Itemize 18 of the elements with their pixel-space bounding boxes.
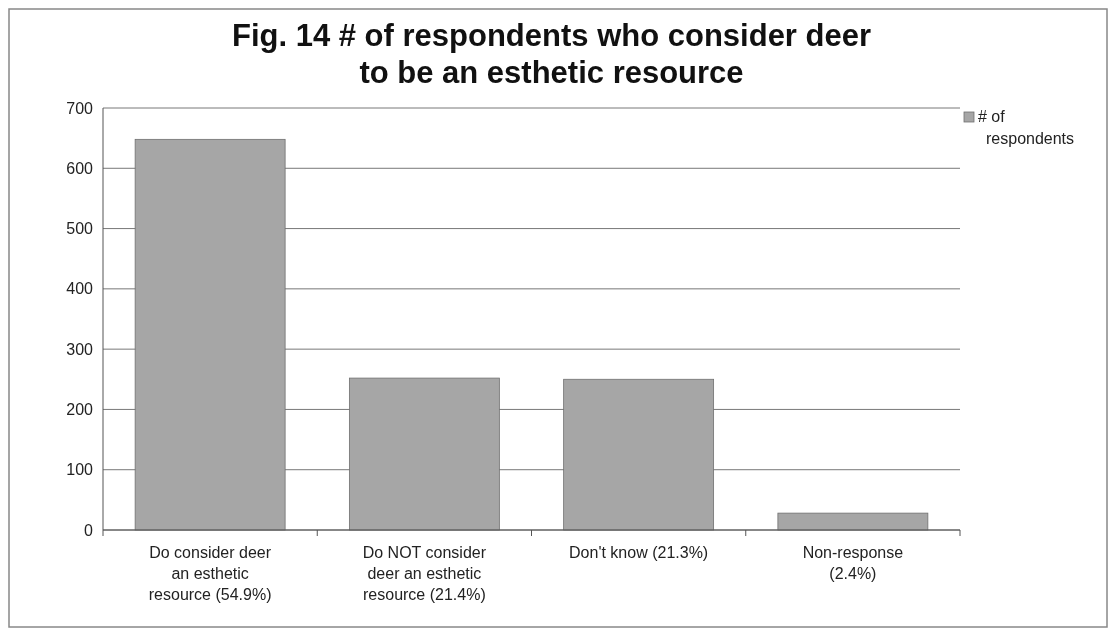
y-tick-label: 200 <box>66 401 94 419</box>
y-tick-label: 400 <box>66 280 94 298</box>
bar <box>134 138 286 531</box>
x-tick-label: Non-response (2.4%) <box>802 544 904 582</box>
x-tick-label: Don't know (21.3%) <box>569 544 709 561</box>
legend-label: # of respondents <box>978 108 1075 147</box>
y-tick-label: 0 <box>84 521 94 539</box>
y-tick-label: 300 <box>66 340 94 358</box>
x-tick-label: Do consider deer an esthetic resource (54.9%) <box>148 544 272 603</box>
y-tick-label: 500 <box>66 220 94 238</box>
y-tick-label: 100 <box>66 461 94 479</box>
y-tick-label: 600 <box>66 159 94 177</box>
bar <box>563 378 715 531</box>
chart-title: Fig. 14 # of respondents who consider deer to be an esthetic resource <box>231 18 872 90</box>
y-tick-label: 700 <box>66 99 94 117</box>
x-tick-label: Do NOT consider deer an esthetic resource (21.4%) <box>362 544 487 603</box>
bar <box>348 377 500 531</box>
bar <box>777 512 929 531</box>
